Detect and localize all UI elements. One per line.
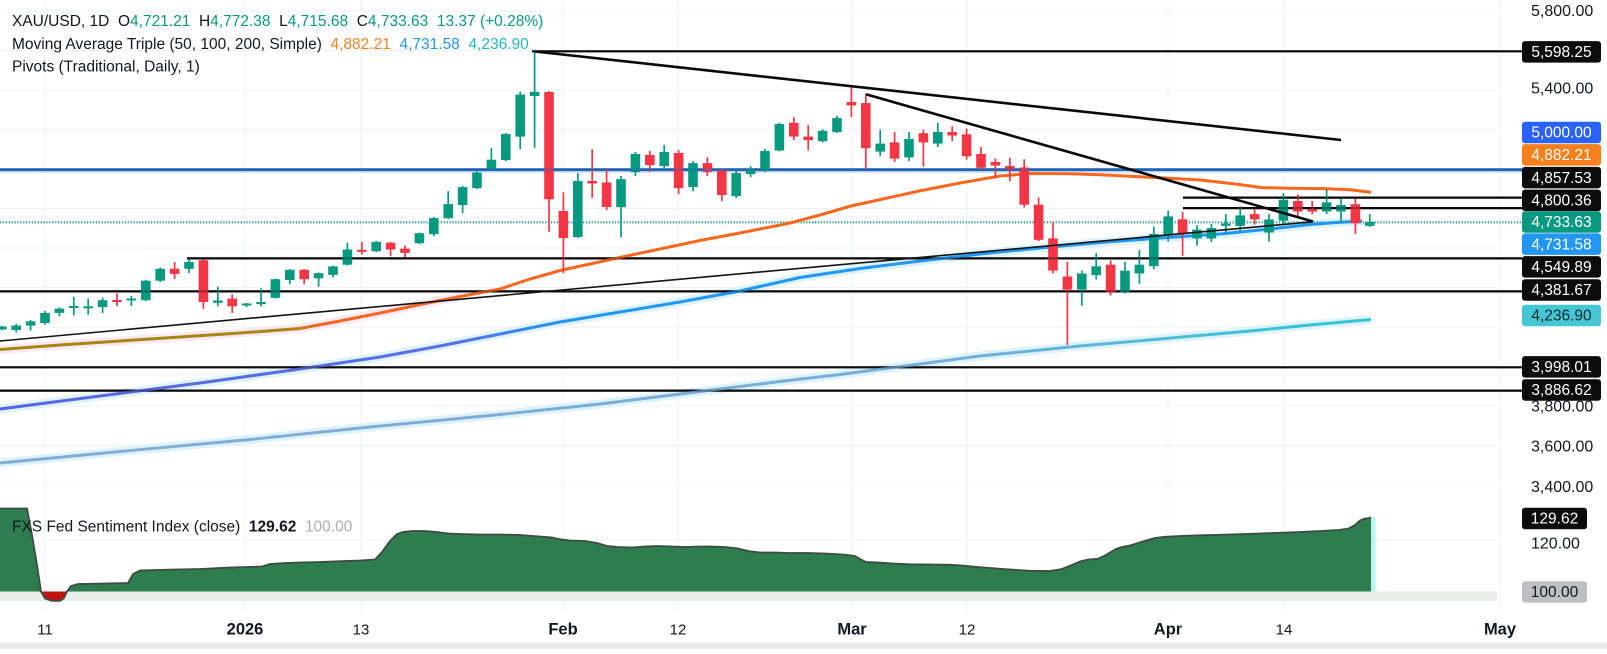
svg-text:5,000.00: 5,000.00 — [1531, 125, 1592, 142]
svg-text:11: 11 — [37, 622, 53, 639]
svg-text:100.00: 100.00 — [1531, 584, 1579, 601]
svg-text:4,381.67: 4,381.67 — [1531, 282, 1591, 299]
svg-text:4,733.63: 4,733.63 — [1531, 214, 1591, 231]
svg-text:3,886.62: 3,886.62 — [1531, 382, 1591, 399]
svg-text:4,731.58: 4,731.58 — [1531, 236, 1591, 253]
svg-text:Moving Average Triple (50, 100: Moving Average Triple (50, 100, 200, Sim… — [12, 36, 529, 53]
svg-text:14: 14 — [1276, 622, 1293, 639]
svg-text:129.62: 129.62 — [1531, 511, 1578, 528]
svg-text:3,800.00: 3,800.00 — [1531, 399, 1593, 416]
svg-text:5,800.00: 5,800.00 — [1531, 3, 1593, 20]
svg-text:Pivots (Traditional, Daily, 1): Pivots (Traditional, Daily, 1) — [12, 59, 200, 76]
svg-text:Feb: Feb — [548, 621, 577, 639]
svg-text:4,857.53: 4,857.53 — [1531, 170, 1591, 187]
svg-text:5,598.25: 5,598.25 — [1531, 44, 1591, 61]
svg-text:2026: 2026 — [227, 621, 264, 639]
svg-text:4,236.90: 4,236.90 — [1531, 308, 1592, 325]
svg-text:3,998.01: 3,998.01 — [1531, 359, 1591, 376]
svg-text:5,400.00: 5,400.00 — [1531, 81, 1593, 98]
svg-text:12: 12 — [670, 622, 687, 639]
svg-text:13: 13 — [353, 622, 370, 639]
svg-text:12: 12 — [959, 622, 976, 639]
svg-text:4,549.89: 4,549.89 — [1531, 259, 1591, 276]
svg-text:FXS Fed Sentiment Index (close: FXS Fed Sentiment Index (close) 129.62 1… — [12, 519, 353, 536]
svg-text:Mar: Mar — [837, 621, 867, 639]
svg-text:3,400.00: 3,400.00 — [1531, 479, 1593, 496]
svg-text:XAU/USD, 1D O4,721.21 H4,772: XAU/USD, 1D O4,721.21 H4,772.38 L4,715.6… — [12, 13, 543, 30]
svg-text:120.00: 120.00 — [1531, 536, 1580, 553]
svg-text:May: May — [1484, 621, 1517, 639]
svg-text:4,882.21: 4,882.21 — [1531, 147, 1591, 164]
svg-text:3,600.00: 3,600.00 — [1531, 439, 1593, 456]
svg-text:Apr: Apr — [1154, 621, 1183, 639]
svg-text:4,800.36: 4,800.36 — [1531, 193, 1591, 210]
